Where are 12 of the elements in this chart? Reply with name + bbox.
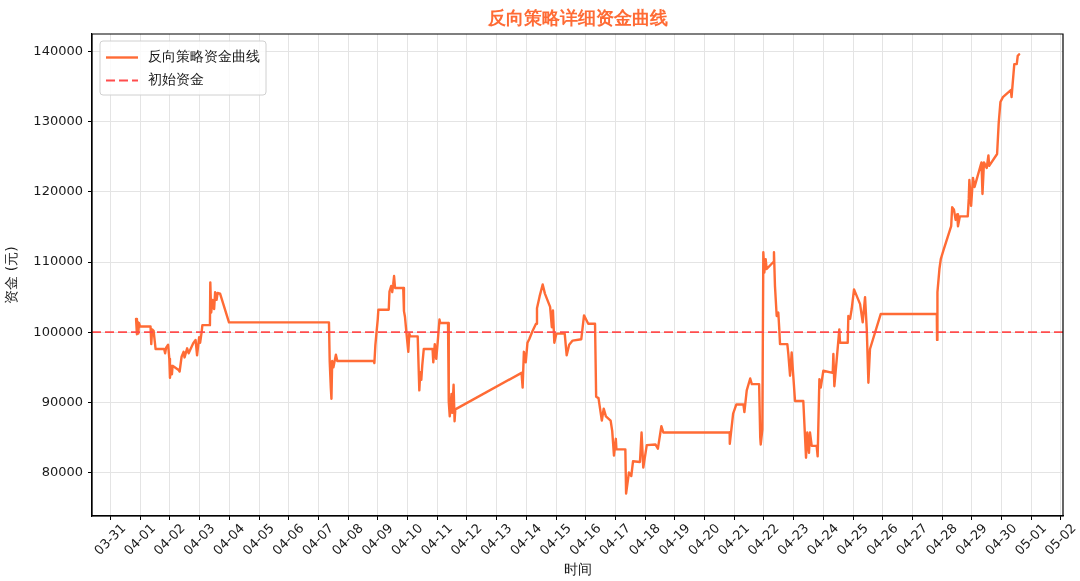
y-tick-label: 120000 [33, 183, 83, 199]
y-tick-label: 80000 [41, 463, 83, 479]
chart-title: 反向策略详细资金曲线 [486, 6, 668, 28]
y-tick-label: 110000 [33, 253, 83, 269]
legend-label: 反向策略资金曲线 [148, 48, 260, 65]
legend-label: 初始资金 [148, 71, 204, 88]
y-tick-label: 90000 [41, 393, 83, 409]
y-tick-label: 130000 [33, 113, 83, 129]
x-axis-title: 时间 [563, 561, 592, 578]
y-tick-label: 140000 [33, 42, 83, 58]
y-axis-title: 资金 (元) [3, 246, 20, 304]
y-tick-label: 100000 [33, 323, 83, 339]
